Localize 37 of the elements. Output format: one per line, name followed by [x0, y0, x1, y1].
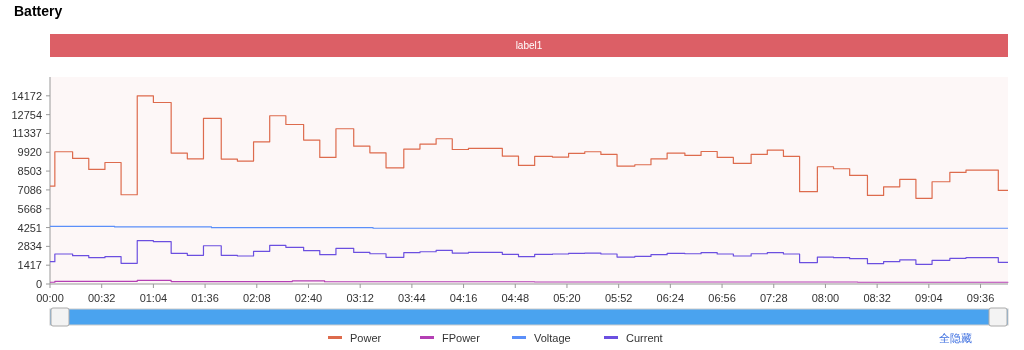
y-tick-label: 12754	[11, 108, 42, 121]
band-label: label1	[515, 40, 543, 51]
x-tick-label: 07:28	[759, 292, 788, 304]
x-tick-label: 06:24	[656, 292, 685, 304]
x-tick-label: 03:44	[398, 292, 426, 304]
x-tick-label: 04:48	[501, 292, 530, 304]
x-tick-label: 08:00	[811, 292, 840, 304]
y-tick-label: 11337	[12, 127, 42, 140]
y-tick-label: 2834	[17, 240, 42, 253]
x-tick-label: 01:04	[139, 292, 168, 304]
x-tick-label: 00:32	[87, 292, 116, 304]
y-tick-label: 0	[35, 278, 42, 290]
x-tick-label: 06:56	[708, 292, 736, 304]
x-tick-label: 09:36	[966, 292, 995, 304]
chart-title: Battery	[14, 3, 63, 19]
x-tick-label: 00:00	[36, 292, 64, 304]
y-tick-label: 1417	[17, 259, 42, 272]
legend-label: Current	[626, 332, 663, 344]
legend-label: Power	[350, 332, 382, 344]
y-tick-label: 14172	[11, 89, 42, 102]
x-tick-label: 05:52	[604, 292, 633, 304]
y-tick-label: 9920	[17, 146, 42, 159]
text: 全隐藏	[938, 332, 972, 344]
x-tick-label: 01:36	[191, 292, 219, 304]
legend-label: FPower	[442, 332, 481, 344]
x-tick-label: 02:40	[294, 292, 323, 304]
x-tick-label: 04:16	[449, 292, 478, 304]
x-tick-label: 02:08	[243, 292, 271, 304]
x-tick-label: 09:04	[915, 292, 943, 304]
y-tick-label: 7086	[17, 183, 42, 196]
legend-label: Voltage	[534, 332, 571, 344]
y-tick-label: 5668	[17, 202, 42, 215]
x-tick-label: 08:32	[863, 292, 891, 304]
y-tick-label: 8503	[17, 165, 42, 178]
x-tick-label: 03:12	[346, 292, 374, 304]
x-tick-label: 05:20	[553, 292, 581, 304]
y-tick-label: 4251	[17, 221, 42, 234]
